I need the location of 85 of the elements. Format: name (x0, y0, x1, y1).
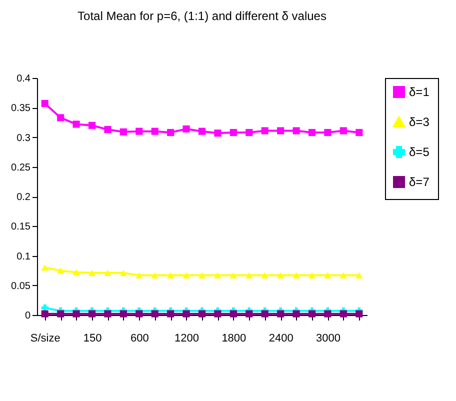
point (292, 272, 300, 278)
point (230, 272, 237, 278)
point (198, 272, 206, 278)
y-tick-label: 0.05 (11, 280, 31, 292)
point (88, 270, 96, 276)
point (120, 310, 127, 318)
point (151, 272, 158, 278)
point (292, 310, 300, 318)
point (41, 310, 48, 318)
y-tick-label: 0.35 (11, 103, 31, 114)
point (41, 100, 48, 108)
point (41, 304, 48, 312)
point (340, 310, 347, 318)
point (57, 268, 64, 274)
point (308, 128, 316, 136)
x-tick-label: 3000 (316, 332, 340, 344)
point (230, 310, 237, 318)
legend-label: δ=7 (409, 175, 430, 189)
point (340, 272, 347, 278)
point (261, 127, 268, 134)
point (104, 270, 112, 276)
point (277, 310, 284, 318)
point (277, 272, 284, 278)
point (57, 310, 64, 318)
point (151, 310, 158, 318)
y-tick-label: 0.15 (11, 222, 31, 233)
point (104, 310, 112, 318)
point (120, 128, 127, 136)
y-tick-label: 0.4 (16, 74, 31, 84)
point (167, 128, 174, 136)
point (214, 130, 222, 137)
x-tick-label: S/size (30, 332, 60, 344)
point (246, 128, 253, 136)
x-tick-label: 1200 (174, 332, 200, 344)
point (151, 128, 158, 135)
point (72, 310, 80, 318)
point (198, 128, 206, 135)
legend-label: δ=5 (409, 145, 430, 159)
point (308, 272, 316, 278)
point (88, 310, 96, 318)
point (261, 310, 268, 318)
point (182, 125, 190, 132)
x-tick-label: 150 (83, 332, 102, 344)
point (182, 272, 190, 278)
legend-label: δ=3 (409, 115, 430, 129)
point (324, 272, 332, 278)
point (167, 272, 174, 278)
point (214, 310, 222, 318)
point (261, 272, 268, 278)
chart-title: Total Mean for p=6, (1:1) and different δ values (78, 9, 326, 23)
legend-label: δ=1 (409, 85, 430, 99)
point (182, 310, 190, 318)
point (308, 310, 316, 318)
point (246, 272, 253, 278)
point (340, 127, 347, 134)
point (57, 114, 64, 122)
x-tick-label: 1800 (222, 332, 246, 344)
y-tick-label: 0.2 (16, 192, 31, 203)
point (104, 126, 112, 134)
point (72, 269, 80, 276)
y-tick-label: 0.3 (16, 132, 31, 144)
y-tick-label: 0.1 (16, 251, 31, 262)
point (356, 272, 363, 278)
x-tick-label: 2400 (268, 332, 294, 344)
point (72, 120, 80, 128)
y-tick-label: 0 (24, 310, 31, 322)
point (324, 310, 332, 318)
point (356, 310, 363, 318)
point (277, 127, 284, 134)
point (198, 310, 206, 318)
point (246, 310, 253, 318)
point (136, 272, 143, 278)
point (214, 272, 222, 278)
point (230, 128, 237, 136)
point (136, 310, 143, 318)
point (120, 270, 127, 276)
point (88, 122, 96, 129)
point (136, 128, 143, 135)
point (356, 128, 363, 136)
point (167, 310, 174, 318)
point (292, 127, 300, 134)
x-tick-label: 600 (130, 332, 149, 344)
y-tick-label: 0.25 (11, 162, 31, 174)
point (324, 128, 332, 136)
point (41, 264, 48, 271)
